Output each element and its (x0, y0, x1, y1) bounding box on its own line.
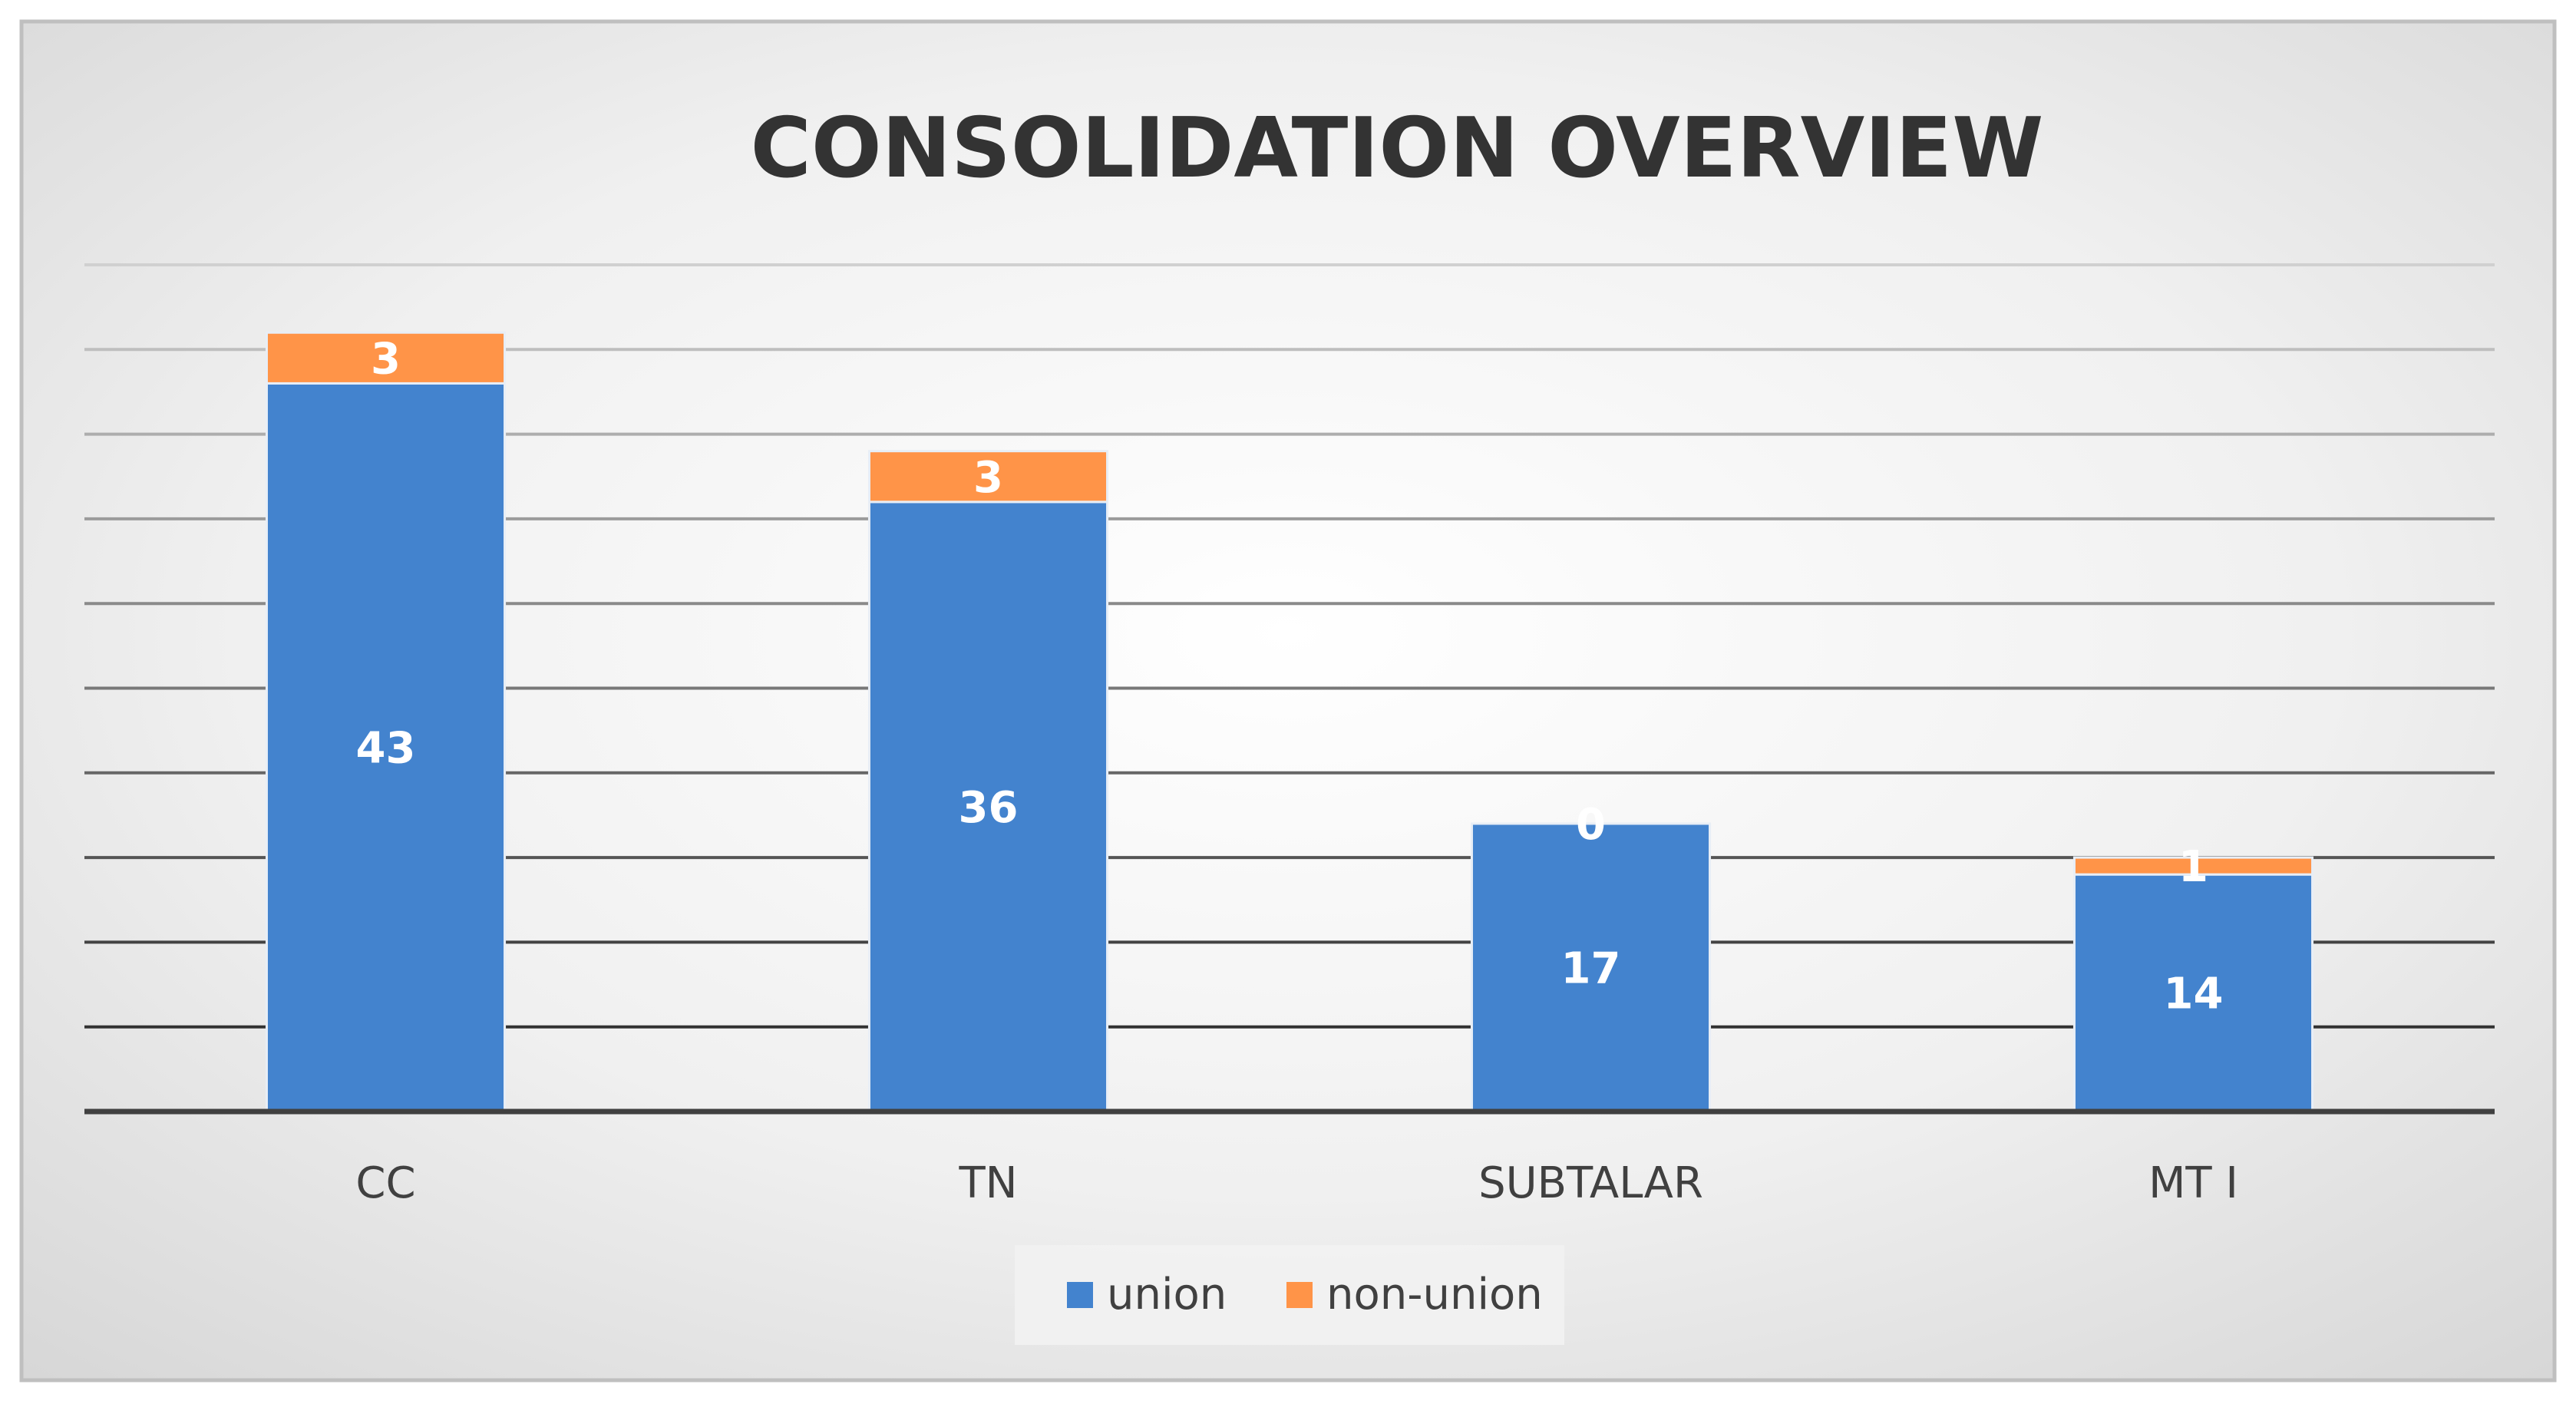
bar-non-union-tn (867, 450, 1109, 504)
legend-swatch (1286, 1282, 1313, 1308)
category-labels: CC TN SUBTALAR MT I (355, 1158, 2238, 1208)
data-label: 36 (959, 783, 1019, 833)
legend: union non-union (1015, 1245, 1564, 1345)
category-label: CC (355, 1158, 415, 1208)
bar-non-union-mt-i (2072, 856, 2314, 876)
data-label: 43 (356, 724, 416, 774)
bar-union-cc (265, 382, 507, 1113)
legend-label: non-union (1326, 1270, 1543, 1320)
category-label: MT I (2148, 1158, 2238, 1208)
legend-swatch (1067, 1282, 1093, 1308)
data-label: 1 (2178, 842, 2208, 892)
bar-union-subtalar (1470, 822, 1712, 1113)
data-label: 3 (371, 334, 401, 384)
bar-union-mt-i (2072, 873, 2314, 1113)
legend-label: union (1107, 1270, 1227, 1320)
bar-non-union-cc (265, 331, 507, 385)
category-label: SUBTALAR (1478, 1158, 1703, 1208)
data-labels: 43 3 36 3 17 0 14 1 (356, 334, 2224, 1019)
chart-title: CONSOLIDATION OVERVIEW (751, 101, 2044, 197)
data-label: 3 (973, 453, 1003, 503)
data-label: 14 (2164, 970, 2224, 1019)
bar-union-tn (867, 500, 1109, 1113)
data-label: 0 (1576, 800, 1606, 850)
data-label: 17 (1561, 943, 1621, 993)
bars (265, 331, 2314, 1113)
category-label: TN (958, 1158, 1017, 1208)
